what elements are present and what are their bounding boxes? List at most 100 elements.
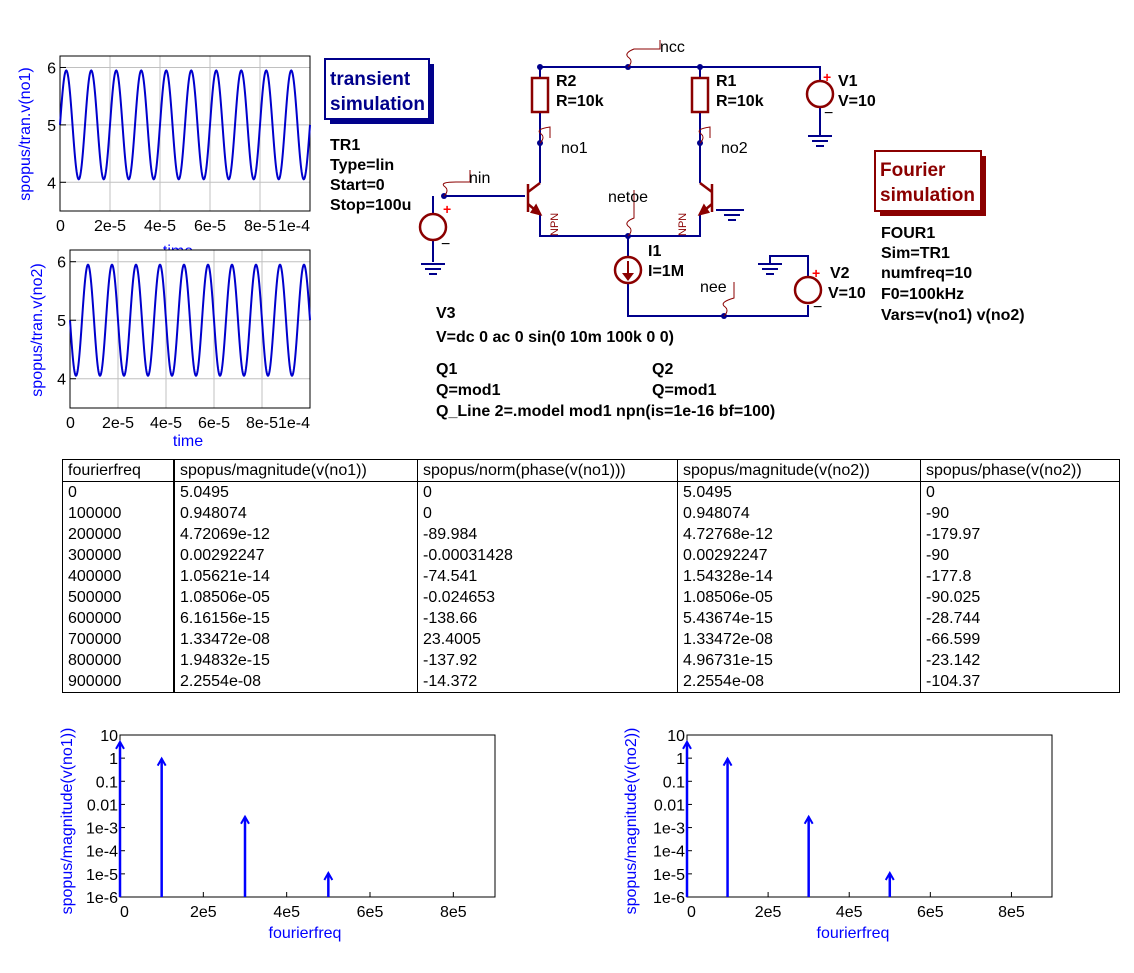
table-cell: -14.372 xyxy=(417,671,678,693)
table-cell: 100000 xyxy=(62,503,175,524)
table-cell: -90 xyxy=(920,545,1120,566)
r1-value: R=10k xyxy=(716,93,764,110)
y-tick-label: 4 xyxy=(57,372,66,389)
series-line-no1 xyxy=(59,69,311,181)
transistor-q2[interactable] xyxy=(697,182,714,216)
table-row: 900000 2.2554e-08 -14.372 2.2554e-08 -104.37 xyxy=(62,671,1120,693)
v3-value: V=dc 0 ac 0 sin(0 10m 100k 0 0) xyxy=(436,329,674,346)
x-axis-label: fourierfreq xyxy=(269,925,342,942)
x-tick-label: 2e5 xyxy=(190,904,217,921)
table-header-row: fourierfreq spopus/magnitude(v(no1)) spo… xyxy=(62,459,1120,482)
q1-name: Q1 xyxy=(436,361,457,378)
voltage-source-v3[interactable]: + − xyxy=(418,201,451,253)
y-axis-label: spopus/magnitude(v(no2)) xyxy=(623,728,640,915)
table-cell: 800000 xyxy=(62,650,175,671)
col-header: fourierfreq xyxy=(62,459,175,482)
tr1-stop: Stop=100u xyxy=(330,197,411,214)
x-tick-label: 0 xyxy=(120,904,129,921)
y-tick-label: 0.1 xyxy=(663,774,685,791)
table-cell: -0.024653 xyxy=(417,587,678,608)
table-cell: 0 xyxy=(920,481,1120,503)
table-cell: 2.2554e-08 xyxy=(173,671,418,693)
table-cell: 6.16156e-15 xyxy=(173,608,418,629)
y-tick-label: 5 xyxy=(57,313,66,330)
four1-f0: F0=100kHz xyxy=(881,286,964,303)
plot-frame xyxy=(686,734,1053,898)
q2-name: Q2 xyxy=(652,361,673,378)
y-axis-label: spopus/tran.v(no2) xyxy=(29,263,46,396)
q1-value: Q=mod1 xyxy=(436,382,501,399)
y-tick-label: 0.1 xyxy=(96,774,118,791)
y-tick-label: 1e-6 xyxy=(653,890,685,907)
y-tick-label: 6 xyxy=(57,255,66,272)
x-tick-label: 2e-5 xyxy=(102,415,134,432)
y-tick-label: 4 xyxy=(47,175,56,192)
svg-text:−: − xyxy=(441,236,450,253)
voltage-source-v1[interactable]: + − xyxy=(805,69,835,122)
table-cell: 1.33472e-08 xyxy=(173,629,418,650)
four1-name: FOUR1 xyxy=(881,225,935,242)
x-axis-label: time xyxy=(163,243,193,250)
resistor-r1[interactable] xyxy=(690,76,710,114)
table-cell: 4.72069e-12 xyxy=(173,524,418,545)
tr1-type: Type=lin xyxy=(330,157,394,174)
y-tick-label: 10 xyxy=(100,728,118,745)
x-tick-label: 4e5 xyxy=(836,904,863,921)
x-tick-label: 6e5 xyxy=(357,904,384,921)
x-tick-label: 6e-5 xyxy=(198,415,230,432)
table-row: 600000 6.16156e-15 -138.66 5.43674e-15 -28.7… xyxy=(62,608,1120,629)
y-tick-label: 1e-5 xyxy=(653,867,685,884)
table-cell: 200000 xyxy=(62,524,175,545)
table-cell: 900000 xyxy=(62,671,175,693)
x-axis-label: fourierfreq xyxy=(817,925,890,942)
table-cell: 1.54328e-14 xyxy=(677,566,921,587)
y-tick-label: 1e-5 xyxy=(86,867,118,884)
node-nin: nin xyxy=(469,170,490,187)
x-tick-label: 2e-5 xyxy=(94,218,126,235)
fourier-title-1: Fourier xyxy=(880,160,946,181)
table-row: 400000 1.05621e-14 -74.541 1.54328e-14 -177.… xyxy=(62,566,1120,587)
bar-arrow-icon xyxy=(156,756,167,767)
bar-arrow-icon xyxy=(240,814,250,825)
table-cell: 1.33472e-08 xyxy=(677,629,921,650)
bar-arrow-icon xyxy=(323,871,334,881)
table-cell: 0.948074 xyxy=(173,503,418,524)
x-tick-label: 2e5 xyxy=(755,904,782,921)
current-source-i1[interactable] xyxy=(613,255,643,285)
table-cell: 0.00292247 xyxy=(173,545,418,566)
resistor-r2[interactable] xyxy=(530,76,550,114)
x-tick-label: 1e-4 xyxy=(278,218,310,235)
transient-sim-box[interactable]: transient simulation xyxy=(324,58,434,124)
x-tick-label: 8e5 xyxy=(998,904,1025,921)
q2-npn-label: NPN xyxy=(677,213,689,236)
fourier-sim-box[interactable]: Fourier simulation xyxy=(874,150,986,216)
y-tick-label: 0.01 xyxy=(87,797,118,814)
table-cell: 23.4005 xyxy=(417,629,678,650)
tr1-start: Start=0 xyxy=(330,177,385,194)
x-tick-label: 8e5 xyxy=(440,904,467,921)
four1-numfreq: numfreq=10 xyxy=(881,265,972,282)
y-tick-label: 1e-4 xyxy=(653,844,685,861)
x-tick-label: 0 xyxy=(56,218,65,235)
bar-arrow-icon xyxy=(722,756,733,767)
table-cell: 4.72768e-12 xyxy=(677,524,921,545)
table-cell: 1.05621e-14 xyxy=(173,566,418,587)
plot-frame xyxy=(119,734,496,898)
transistor-q1[interactable] xyxy=(526,182,543,216)
four1-vars: Vars=v(no1) v(no2) xyxy=(881,307,1025,324)
q1-npn-label: NPN xyxy=(549,213,561,236)
table-cell: -138.66 xyxy=(417,608,678,629)
table-cell: 1.94832e-15 xyxy=(173,650,418,671)
table-cell: -89.984 xyxy=(417,524,678,545)
col-header: spopus/norm(phase(v(no1))) xyxy=(417,459,678,482)
voltage-source-v2[interactable]: + − xyxy=(793,265,822,316)
table-cell: -90.025 xyxy=(920,587,1120,608)
table-cell: 0.948074 xyxy=(677,503,921,524)
x-tick-label: 0 xyxy=(66,415,75,432)
y-tick-label: 10 xyxy=(667,728,685,745)
plot-tran-no1: 4 5 6 0 2e-5 4e-5 6e-5 8e-5 1e-4 spopus/tran.v(n… xyxy=(17,55,311,250)
col-header: spopus/magnitude(v(no1)) xyxy=(173,459,418,482)
bar-arrow-icon xyxy=(884,871,895,881)
